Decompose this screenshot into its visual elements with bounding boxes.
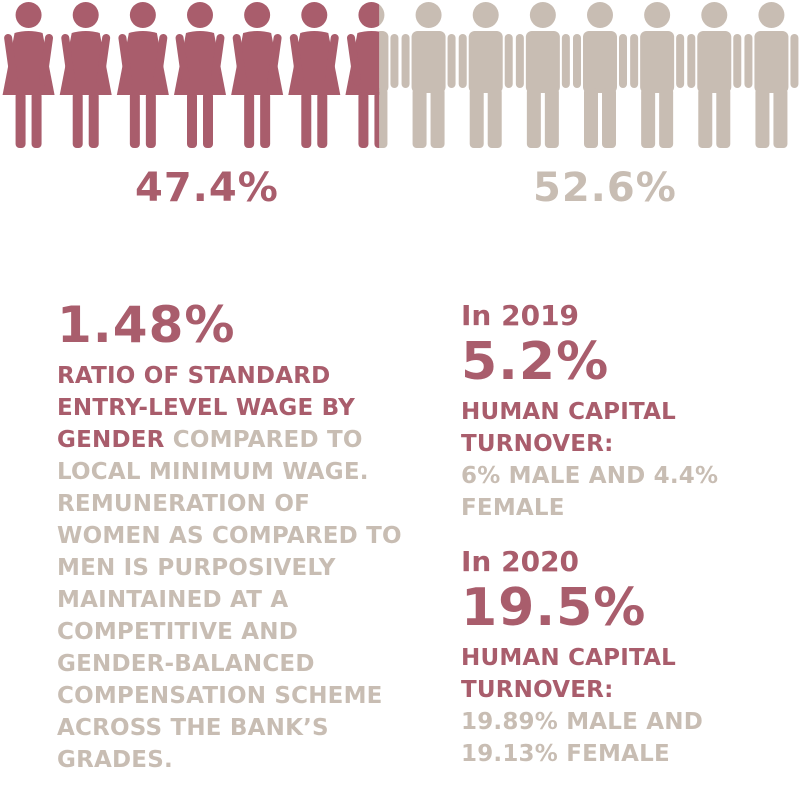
turnover-2019-detail: 6% MALE AND 4.4% FEMALE <box>461 463 719 521</box>
female-icon <box>288 2 341 148</box>
female-icon <box>231 2 284 148</box>
turnover-2019-title: HUMAN CAPITAL TURNOVER: <box>461 399 676 457</box>
female-percentage: 47.4% <box>135 165 279 211</box>
wage-ratio-value: 1.48% <box>57 296 236 354</box>
male-percentage: 52.6% <box>533 165 677 211</box>
male-icon <box>515 2 570 148</box>
female-icon <box>2 2 55 148</box>
turnover-2020-year: In 2020 <box>461 545 580 578</box>
male-icon <box>630 2 685 148</box>
male-icon <box>458 2 513 148</box>
wage-ratio-caption: RATIO OF STANDARD ENTRY-LEVEL WAGE BY GE… <box>57 360 402 776</box>
female-icon <box>59 2 112 148</box>
male-icon <box>573 2 627 148</box>
female-icon <box>345 2 380 148</box>
turnover-2020-title: HUMAN CAPITAL TURNOVER: <box>461 645 676 703</box>
wage-ratio-block: 1.48% RATIO OF STANDARD ENTRY-LEVEL WAGE… <box>57 300 402 776</box>
turnover-2019-year: In 2019 <box>461 299 580 332</box>
turnover-column: In 2019 5.2% HUMAN CAPITAL TURNOVER: 6% … <box>461 298 800 770</box>
turnover-2020-detail: 19.89% MALE AND 19.13% FEMALE <box>461 709 704 767</box>
male-icon <box>401 2 456 148</box>
male-icon <box>379 4 399 148</box>
female-icon <box>174 2 226 148</box>
male-icon <box>744 2 799 148</box>
turnover-2019-value: 5.2% <box>461 332 610 392</box>
female-icon <box>116 2 169 148</box>
turnover-2020-value: 19.5% <box>461 578 647 638</box>
male-icon <box>687 2 742 148</box>
turnover-2020-block: In 2020 19.5% HUMAN CAPITAL TURNOVER: 19… <box>461 544 800 770</box>
wage-ratio-caption-rest: COMPARED TO LOCAL MINIMUM WAGE. REMUNERA… <box>57 427 402 773</box>
gender-pictograph <box>2 2 799 148</box>
turnover-2019-block: In 2019 5.2% HUMAN CAPITAL TURNOVER: 6% … <box>461 298 800 524</box>
wage-ratio-caption-highlight: RATIO OF STANDARD ENTRY-LEVEL WAGE BY GE… <box>57 363 355 453</box>
